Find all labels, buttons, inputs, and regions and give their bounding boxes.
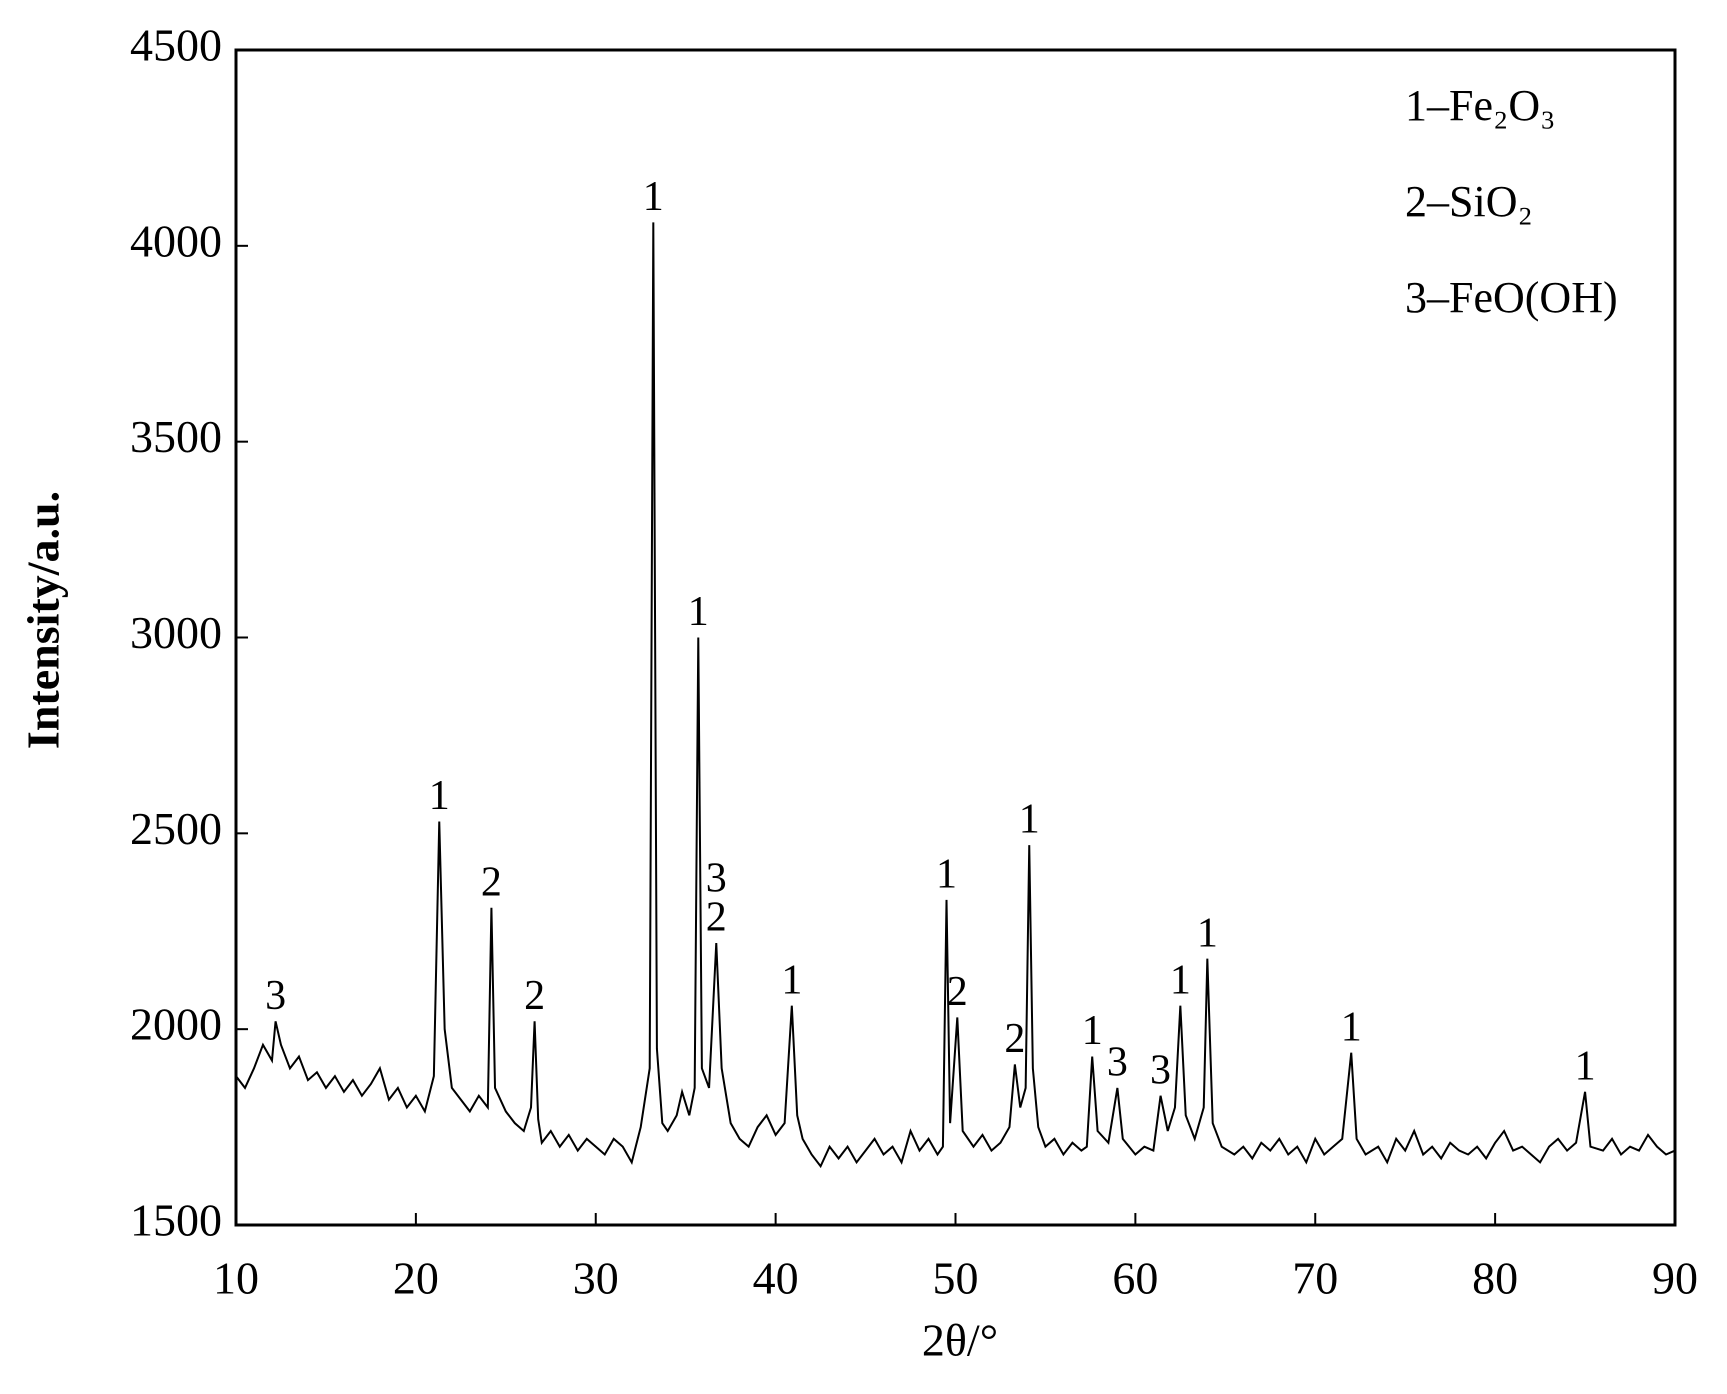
- peak-label: 2: [706, 895, 727, 941]
- peak-label: 1: [1197, 910, 1218, 956]
- x-tick-label: 50: [933, 1253, 979, 1304]
- peak-label: 2: [524, 973, 545, 1019]
- plot-frame: [234, 48, 1677, 1227]
- peak-label: 2: [947, 969, 968, 1015]
- peak-label: 1: [1082, 1008, 1103, 1054]
- data-line: [235, 222, 1676, 1169]
- x-tick-label: 80: [1472, 1253, 1518, 1304]
- peak-label: 3: [706, 855, 727, 901]
- peak-label: 1: [688, 589, 709, 635]
- peak-label: 2: [481, 859, 502, 905]
- peak-label: 1: [1170, 957, 1191, 1003]
- peak-label: 1: [1019, 797, 1040, 843]
- peak-label: 1: [1575, 1043, 1596, 1089]
- peak-label: 1: [936, 852, 957, 898]
- y-tick-label: 3000: [130, 607, 222, 658]
- x-tick-label: 40: [753, 1253, 799, 1304]
- y-tick-label: 3500: [130, 411, 222, 462]
- y-tick-label: 4500: [130, 20, 222, 71]
- y-tick-label: 2000: [130, 999, 222, 1050]
- x-tick-label: 70: [1292, 1253, 1338, 1304]
- legend-entry: 1–Fe₂O₃: [1405, 81, 1555, 130]
- peak-label: 1: [643, 174, 664, 220]
- x-tick-label: 30: [573, 1253, 619, 1304]
- y-tick-label: 2500: [130, 803, 222, 854]
- peak-label: 3: [265, 973, 286, 1019]
- peak-label: 1: [429, 773, 450, 819]
- x-tick-label: 90: [1652, 1253, 1698, 1304]
- x-tick-label: 10: [213, 1253, 259, 1304]
- peak-label: 1: [1341, 1004, 1362, 1050]
- peak-label: 2: [1004, 1016, 1025, 1062]
- legend-entry: 3–FeO(OH): [1405, 273, 1618, 322]
- x-tick-label: 60: [1112, 1253, 1158, 1304]
- peak-label: 1: [781, 957, 802, 1003]
- y-axis-label: Intensity/a.u.: [18, 491, 69, 749]
- peak-label: 3: [1107, 1040, 1128, 1086]
- x-axis-label: 2θ/°: [922, 1315, 998, 1366]
- x-tick-label: 20: [393, 1253, 439, 1304]
- peak-label: 3: [1150, 1047, 1171, 1093]
- legend-entry: 2–SiO₂: [1405, 177, 1533, 226]
- y-tick-label: 4000: [130, 215, 222, 266]
- y-tick-label: 1500: [130, 1195, 222, 1246]
